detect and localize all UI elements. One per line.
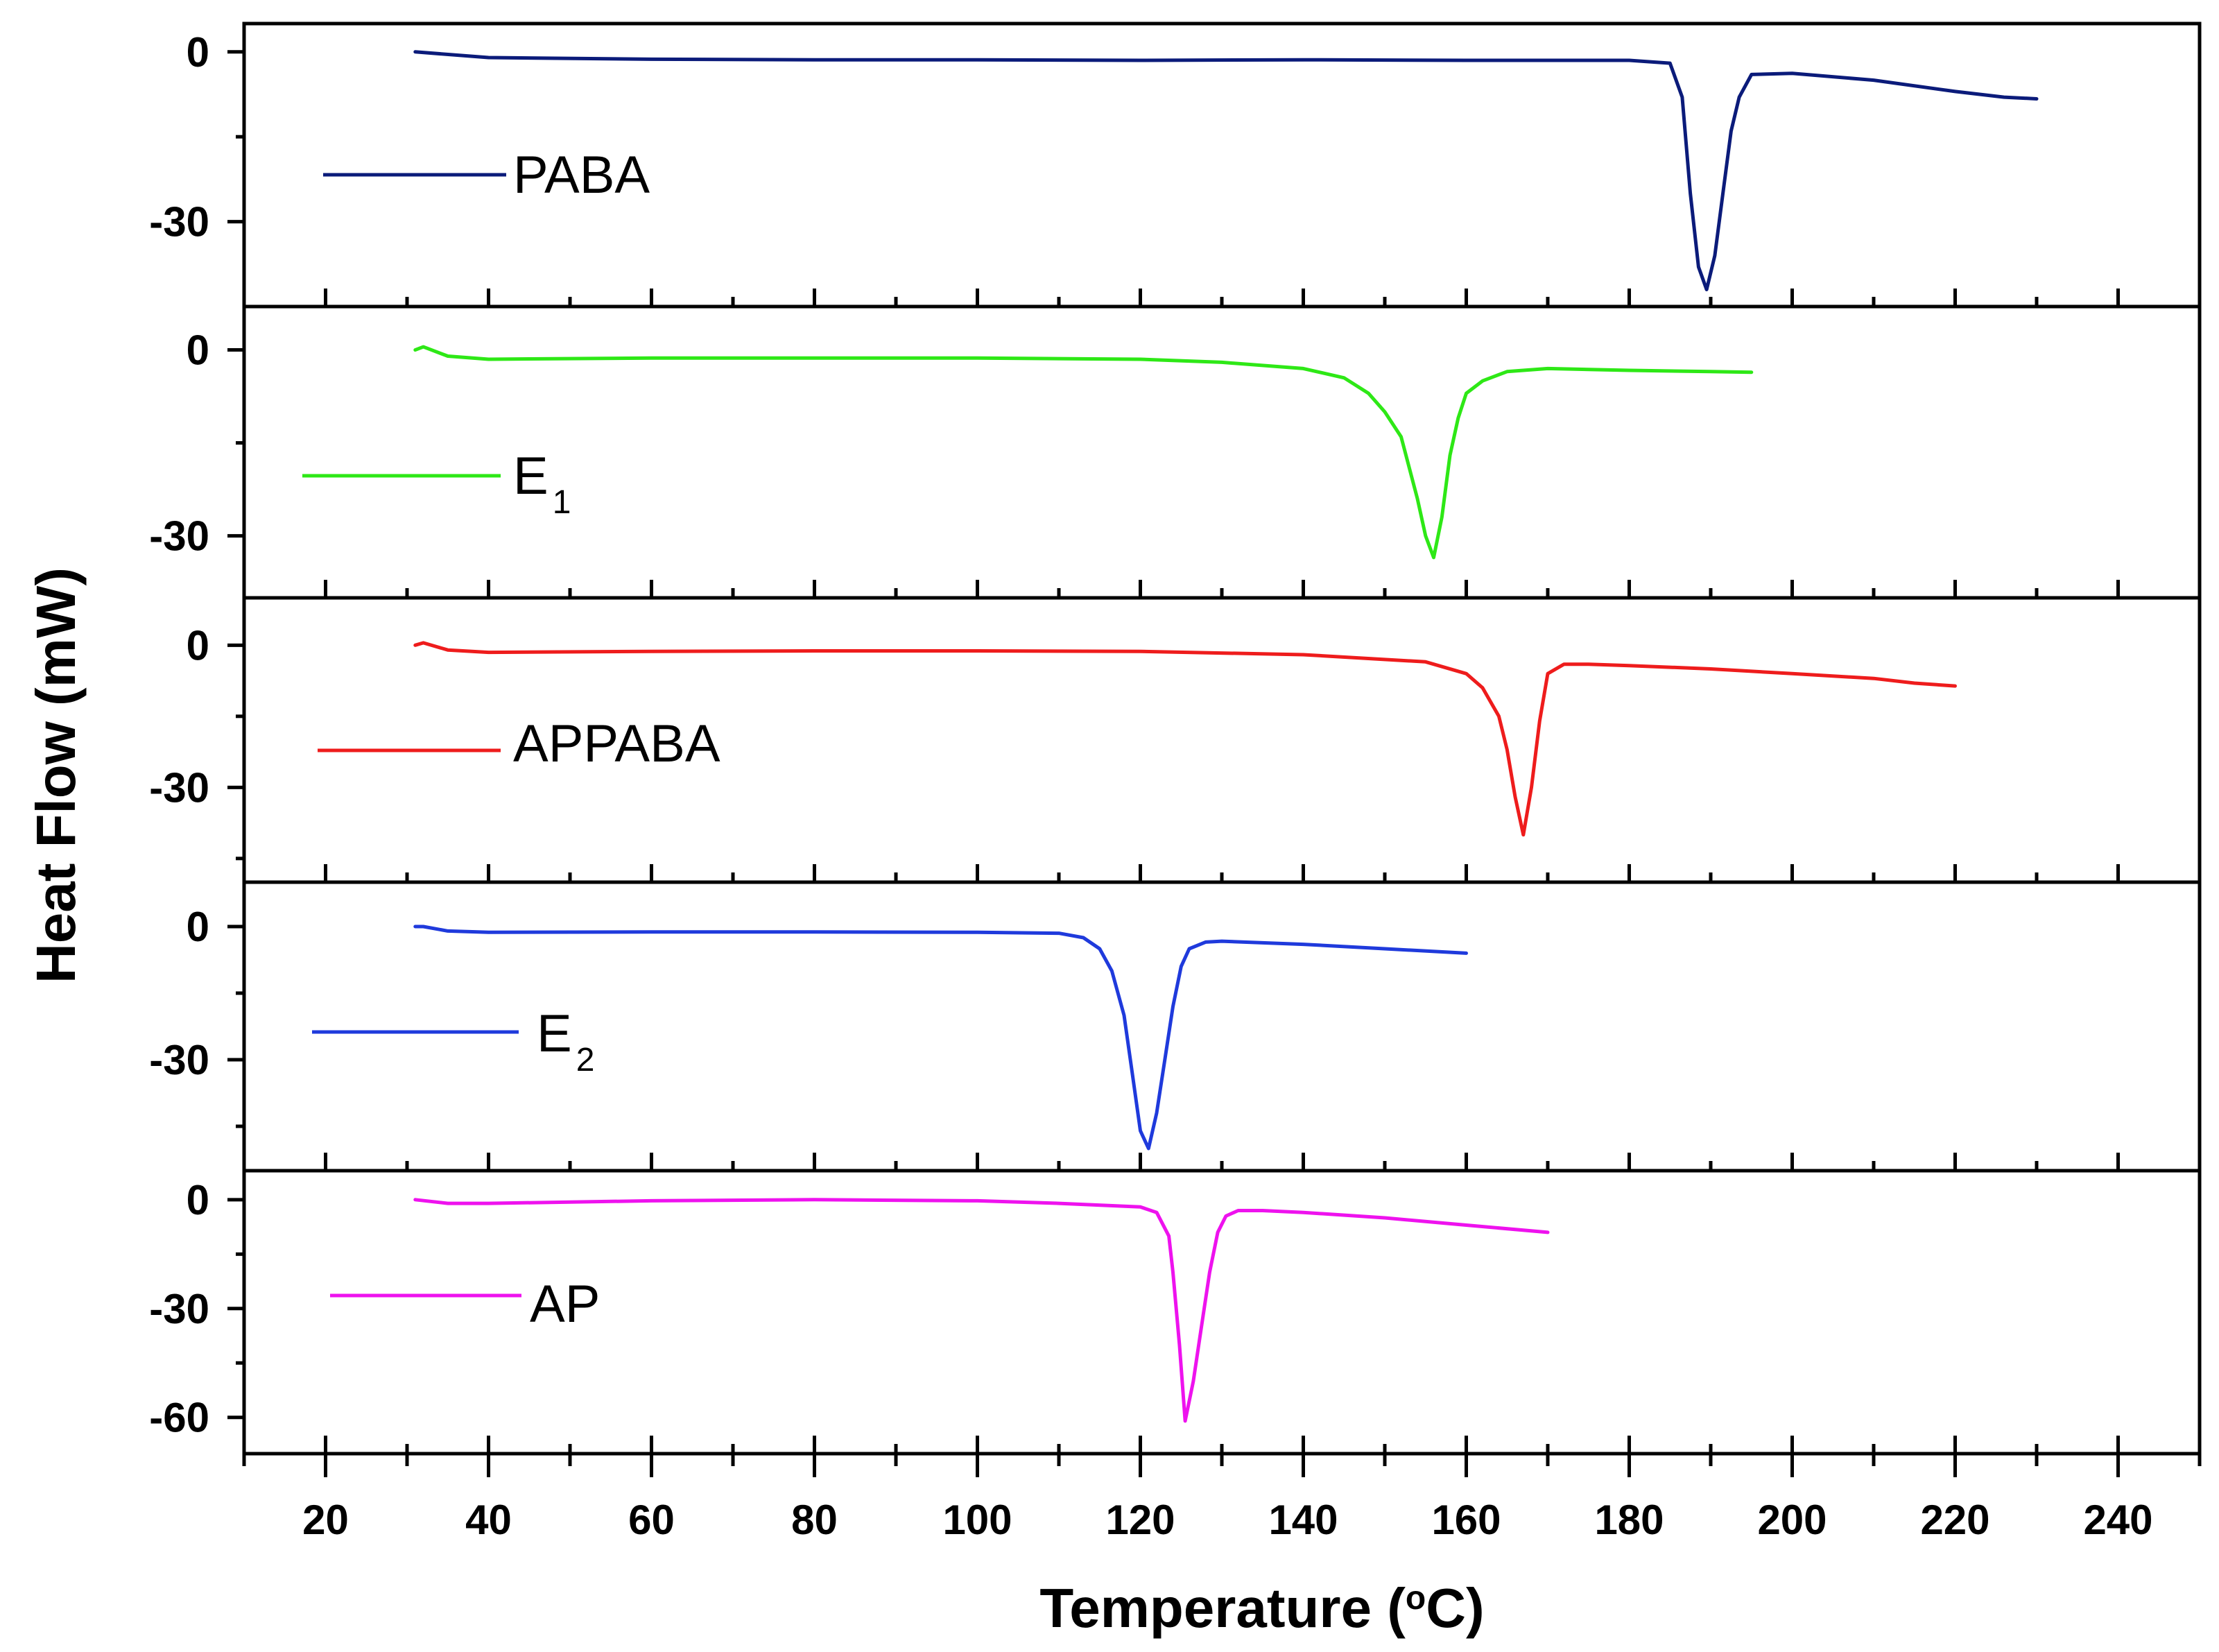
y-tick-label: -30 [149, 764, 209, 811]
x-tick-label: 40 [465, 1497, 512, 1543]
x-tick-label: 80 [791, 1497, 838, 1543]
y-tick-label: -60 [149, 1395, 209, 1441]
y-tick-label: -30 [149, 1286, 209, 1332]
y-tick-label: 0 [187, 29, 209, 76]
legend-label-main: APPABA [513, 714, 720, 773]
panel-paba: 0 -30 PABA [149, 21, 2202, 309]
y-tick-label: 0 [187, 622, 209, 669]
x-axis-title-part1: Temperature ( [1039, 1577, 1406, 1639]
x-axis-title: Temperature (oC) [1039, 1577, 1484, 1639]
y-axis-title: Heat Flow (mW) [25, 567, 87, 983]
y-tick-label: 0 [187, 904, 209, 950]
legend-label-ap: AP [530, 1275, 600, 1334]
x-tick-label: 200 [1757, 1497, 1827, 1543]
x-tick-label: 160 [1431, 1497, 1501, 1543]
y-tick-label: -30 [149, 513, 209, 560]
y-tick-label: -30 [149, 1037, 209, 1083]
y-tick-label: -30 [149, 199, 209, 246]
x-tick-label: 180 [1594, 1497, 1664, 1543]
legend-label-main: E [537, 1004, 572, 1063]
legend-label-main: PABA [513, 146, 650, 205]
y-tick-label: 0 [187, 1177, 209, 1223]
legend-label-main: AP [530, 1275, 600, 1334]
x-tick-label: 140 [1268, 1497, 1338, 1543]
panel-e1: 0 -30 E 1 [149, 304, 2202, 600]
panel-appaba: 0 -30 APPABA [149, 596, 2202, 884]
legend-label-subscript: 2 [576, 1042, 595, 1078]
y-tick-label: 0 [187, 327, 209, 374]
x-tick-label: 120 [1105, 1497, 1175, 1543]
x-axis-title-degree: o [1406, 1580, 1426, 1617]
x-axis-title-part2: C) [1426, 1577, 1484, 1639]
x-tick-label: 20 [302, 1497, 349, 1543]
legend-label-paba: PABA [513, 146, 650, 205]
x-tick-label: 240 [2083, 1497, 2152, 1543]
series-line-e2 [413, 924, 1468, 1151]
legend-label-appaba: APPABA [513, 714, 720, 773]
legend-label-subscript: 1 [553, 484, 571, 521]
x-tick-label: 60 [628, 1497, 675, 1543]
series-line-e1 [413, 345, 1754, 560]
x-tick-label: 100 [942, 1497, 1012, 1543]
legend-label-main: E [513, 447, 549, 506]
x-axis: 20 40 60 80 100 120 140 160 180 200 220 240 [242, 1454, 2202, 1543]
x-tick-label: 220 [1920, 1497, 1989, 1543]
series-line-appaba [413, 641, 1957, 837]
panel-e2: 0 -30 E 2 [149, 880, 2202, 1173]
series-line-ap [413, 1198, 1550, 1423]
series-line-paba [413, 50, 2039, 291]
panel-ap: 0 -30 -60 AP [149, 1169, 2202, 1456]
